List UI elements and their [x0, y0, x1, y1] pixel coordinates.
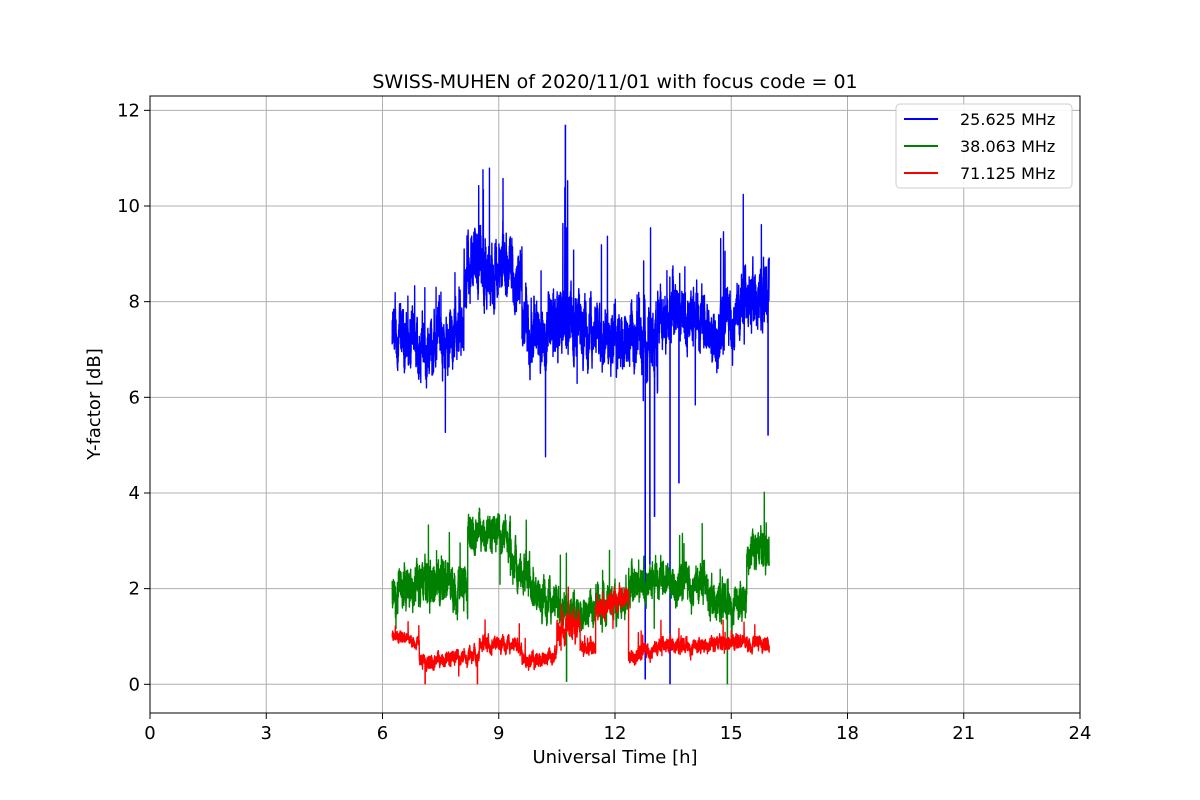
series-line [391, 491, 770, 640]
series-line [391, 167, 770, 458]
x-tick-label: 15 [720, 723, 743, 744]
x-tick-label: 6 [377, 723, 388, 744]
legend: 25.625 MHz 38.063 MHz 71.125 MHz [895, 103, 1073, 189]
y-tick-label: 8 [129, 292, 140, 313]
x-tick-label: 9 [493, 723, 504, 744]
y-tick-label: 4 [129, 483, 140, 504]
y-tick-label: 10 [117, 196, 140, 217]
x-axis-label: Universal Time [h] [532, 747, 697, 768]
y-tick-label: 2 [129, 579, 140, 600]
legend-label: 38.063 MHz [960, 137, 1055, 156]
legend-label: 25.625 MHz [960, 110, 1055, 129]
legend-label: 71.125 MHz [960, 164, 1055, 183]
y-tick-label: 12 [117, 100, 140, 121]
series-line [391, 584, 770, 677]
series-2 [391, 584, 770, 685]
chart-title: SWISS-MUHEN of 2020/11/01 with focus cod… [372, 71, 857, 93]
legend-box [895, 103, 1073, 189]
x-tick-label: 21 [952, 723, 975, 744]
x-tick-label: 0 [144, 723, 155, 744]
y-tick-label: 6 [129, 387, 140, 408]
series-0 [391, 124, 770, 685]
x-tick-label: 24 [1069, 723, 1092, 744]
y-axis-label: Y-factor [dB] [84, 348, 105, 461]
x-tick-label: 18 [836, 723, 859, 744]
y-tick-label: 0 [129, 674, 140, 695]
x-tick-label: 12 [604, 723, 627, 744]
x-tick-label: 3 [261, 723, 272, 744]
series-layer [391, 124, 770, 685]
